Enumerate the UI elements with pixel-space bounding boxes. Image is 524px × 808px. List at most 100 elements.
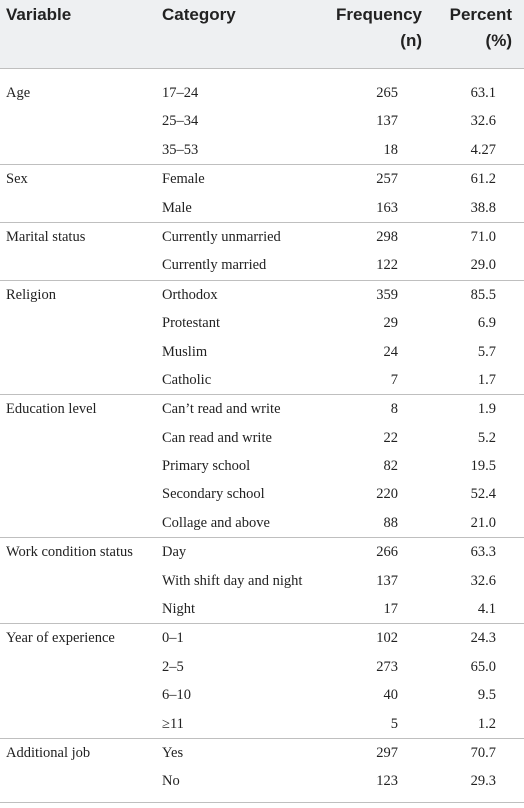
cell-category: With shift day and night [162, 572, 303, 589]
cell-percent: 6.9 [477, 315, 496, 332]
cell-frequency: 18 [383, 141, 399, 158]
cell-category: Catholic [162, 371, 212, 388]
cell-frequency: 17 [383, 601, 399, 618]
header-category: Category [162, 5, 236, 24]
header-frequency-line2: (n) [400, 31, 422, 50]
cell-variable: Work condition status [6, 544, 133, 561]
cell-category: Orthodox [162, 286, 218, 303]
cell-frequency: 257 [376, 171, 398, 188]
cell-percent: 1.9 [477, 401, 496, 418]
table-row: Currently married 122 29.0 [0, 251, 524, 279]
cell-percent: 63.1 [470, 85, 496, 101]
cell-percent: 9.5 [477, 687, 496, 704]
table-row: Religion Orthodox 359 85.5 [0, 279, 524, 309]
cell-category: Yes [162, 744, 184, 761]
cell-frequency: 137 [376, 572, 398, 589]
cell-percent: 70.7 [470, 744, 496, 761]
table-header: Variable Category Frequency (n) Percent … [0, 0, 524, 69]
cell-category: Day [162, 544, 187, 561]
table-row: Secondary school 220 52.4 [0, 480, 524, 508]
table-row: Collage and above 88 21.0 [0, 509, 524, 537]
cell-frequency: 273 [376, 658, 398, 675]
cell-category: No [162, 773, 180, 790]
cell-category: Collage and above [162, 514, 270, 531]
cell-category: 6–10 [162, 687, 191, 704]
cell-category: Muslim [162, 343, 208, 360]
cell-variable: Sex [6, 171, 28, 188]
header-frequency: Frequency (n) [318, 2, 422, 54]
table-body: Age 17–24 265 63.1 25–34 137 32.6 35–53 18 4.27 Se… [0, 79, 524, 796]
cell-frequency: 163 [376, 199, 398, 216]
cell-percent: 24.3 [470, 630, 496, 647]
cell-frequency: 123 [376, 773, 398, 790]
cell-percent: 19.5 [470, 458, 496, 475]
cell-category: Can’t read and write [162, 401, 281, 418]
cell-frequency: 266 [376, 544, 398, 561]
header-percent-line1: Percent [449, 5, 512, 24]
cell-percent: 4.1 [477, 601, 496, 618]
cell-variable: Age [6, 85, 31, 101]
cell-category: Can read and write [162, 429, 272, 446]
cell-variable: Religion [6, 286, 56, 303]
cell-category: Protestant [162, 315, 220, 332]
header-percent: Percent (%) [440, 2, 512, 54]
cell-frequency: 88 [383, 514, 399, 531]
cell-percent: 32.6 [470, 572, 496, 589]
cell-frequency: 29 [383, 315, 399, 332]
table-row: Muslim 24 5.7 [0, 338, 524, 366]
cell-variable: Marital status [6, 228, 86, 245]
cell-category: 25–34 [162, 113, 199, 130]
table-row: Primary school 82 19.5 [0, 452, 524, 480]
cell-frequency: 7 [390, 371, 398, 388]
table-row: Work condition status Day 266 63.3 [0, 537, 524, 566]
table-row: With shift day and night 137 32.6 [0, 567, 524, 595]
table-bottom-rule [0, 802, 524, 803]
table-row: Catholic 7 1.7 [0, 366, 524, 394]
cell-category: 0–1 [162, 630, 184, 647]
table-row: 25–34 137 32.6 [0, 107, 524, 135]
table-row: Night 17 4.1 [0, 595, 524, 623]
table-row: Education level Can’t read and write 8 1.9 [0, 394, 524, 423]
cell-frequency: 298 [376, 228, 398, 245]
cell-percent: 52.4 [470, 486, 496, 503]
cell-percent: 1.7 [477, 371, 496, 388]
cell-variable: Education level [6, 401, 97, 418]
cell-frequency: 102 [376, 630, 398, 647]
cell-frequency: 137 [376, 113, 398, 130]
cell-category: Male [162, 199, 192, 216]
header-frequency-line1: Frequency [336, 5, 422, 24]
cell-percent: 29.3 [470, 773, 496, 790]
cell-category: 35–53 [162, 141, 199, 158]
cell-percent: 21.0 [470, 514, 496, 531]
cell-percent: 4.27 [470, 141, 496, 158]
cell-frequency: 359 [376, 286, 398, 303]
cell-percent: 5.7 [477, 343, 496, 360]
table-row: Can read and write 22 5.2 [0, 424, 524, 452]
cell-category: 17–24 [162, 85, 199, 101]
cell-frequency: 24 [383, 343, 399, 360]
cell-frequency: 40 [383, 687, 399, 704]
table-row: Protestant 29 6.9 [0, 309, 524, 337]
cell-percent: 85.5 [470, 286, 496, 303]
cell-category: Primary school [162, 458, 251, 475]
cell-percent: 71.0 [470, 228, 496, 245]
cell-frequency: 220 [376, 486, 398, 503]
table-row: Sex Female 257 61.2 [0, 164, 524, 193]
cell-percent: 63.3 [470, 544, 496, 561]
cell-frequency: 122 [376, 257, 398, 274]
cell-percent: 29.0 [470, 257, 496, 274]
cell-category: Secondary school [162, 486, 265, 503]
table-row: ≥11 5 1.2 [0, 710, 524, 738]
cell-frequency: 265 [376, 85, 398, 101]
cell-percent: 38.8 [470, 199, 496, 216]
cell-variable: Year of experience [6, 630, 115, 647]
cell-percent: 5.2 [477, 429, 496, 446]
cell-percent: 61.2 [470, 171, 496, 188]
table-row: Male 163 38.8 [0, 194, 524, 222]
table-row: Additional job Yes 297 70.7 [0, 737, 524, 767]
cell-frequency: 8 [390, 401, 398, 418]
table-row: 2–5 273 65.0 [0, 653, 524, 681]
cell-variable: Additional job [6, 744, 91, 761]
table-row: 6–10 40 9.5 [0, 681, 524, 709]
